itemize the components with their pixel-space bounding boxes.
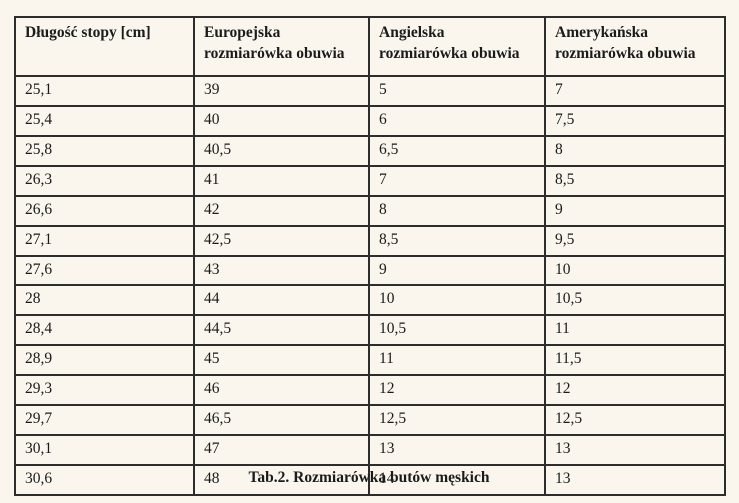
table-cell: 44 xyxy=(193,284,370,317)
table-header: Długość stopy [cm] Europejska rozmiarówka… xyxy=(14,16,726,77)
table-cell: 10,5 xyxy=(544,284,726,317)
table-cell: 42,5 xyxy=(193,224,370,257)
table-cell: 6,5 xyxy=(368,134,546,167)
table-cell: 10 xyxy=(544,254,726,287)
table-cell: 10,5 xyxy=(368,314,546,347)
table-cell: 41 xyxy=(193,164,370,197)
table-cell: 44,5 xyxy=(193,314,370,347)
table-cell: 8 xyxy=(368,194,546,227)
table-cell: 8,5 xyxy=(544,164,726,197)
table-cell: 29,3 xyxy=(14,374,195,407)
table-cell: 5 xyxy=(368,75,546,107)
table-cell: 12 xyxy=(368,374,546,407)
table-cell: 12 xyxy=(544,374,726,407)
table-cell: 13 xyxy=(544,434,726,466)
table-row: 28,4 44,5 10,5 11 xyxy=(14,314,726,347)
table-row: 26,6 42 8 9 xyxy=(14,194,726,227)
table-cell: 42 xyxy=(193,194,370,227)
table-row: 28 44 10 10,5 xyxy=(14,284,726,317)
table-cell: 43 xyxy=(193,254,370,287)
table-cell: 40,5 xyxy=(193,134,370,167)
table-cell: 25,4 xyxy=(14,104,195,137)
table-cell: 46 xyxy=(193,374,370,407)
table-caption: Tab.2. Rozmiarówka butów męskich xyxy=(248,469,490,486)
table-cell: 7 xyxy=(368,164,546,197)
table-cell: 11 xyxy=(368,344,546,377)
table-cell: 47 xyxy=(193,434,370,466)
table-cell: 29,7 xyxy=(14,404,195,437)
column-header: Angielska rozmiarówka obuwia xyxy=(368,16,546,77)
table-cell: 7 xyxy=(544,75,726,107)
table-cell: 46,5 xyxy=(193,404,370,437)
column-header: Amerykańska rozmiarówka obuwia xyxy=(544,16,726,77)
table-cell: 13 xyxy=(544,463,726,496)
table-cell: 14 xyxy=(368,463,546,496)
table-row: 25,4 40 6 7,5 xyxy=(14,104,726,137)
table-cell: 12,5 xyxy=(544,404,726,437)
header-row: Długość stopy [cm] Europejska rozmiarówka… xyxy=(14,16,726,77)
shoe-size-table: Długość stopy [cm] Europejska rozmiarówka… xyxy=(14,16,726,496)
table-row: 27,1 42,5 8,5 9,5 xyxy=(14,224,726,257)
table-cell: 26,3 xyxy=(14,164,195,197)
column-header: Długość stopy [cm] xyxy=(14,16,195,77)
table-cell: 28 xyxy=(14,284,195,317)
table-row: 29,7 46,5 12,5 12,5 xyxy=(14,404,726,437)
table-cell: 12,5 xyxy=(368,404,546,437)
table-cell: 9,5 xyxy=(544,224,726,257)
table-cell: 28,4 xyxy=(14,314,195,347)
table-cell: 25,1 xyxy=(14,75,195,107)
table-cell: 30,6 xyxy=(14,463,195,496)
column-header: Europejska rozmiarówka obuwia xyxy=(193,16,370,77)
table-cell: 8 xyxy=(544,134,726,167)
table-cell: 30,1 xyxy=(14,434,195,466)
table-cell: 11,5 xyxy=(544,344,726,377)
table-row: 26,3 41 7 8,5 xyxy=(14,164,726,197)
table-cell: 48 xyxy=(193,463,370,496)
table-row: 30,1 47 13 13 xyxy=(14,434,726,466)
table-cell: 13 xyxy=(368,434,546,466)
table-row: 28,9 45 11 11,5 xyxy=(14,344,726,377)
table-cell: 8,5 xyxy=(368,224,546,257)
table-cell: 27,1 xyxy=(14,224,195,257)
table-row: 30,6 48 14 13 xyxy=(14,463,726,496)
table-cell: 9 xyxy=(368,254,546,287)
table-cell: 25,8 xyxy=(14,134,195,167)
table-body: 25,1 39 5 7 25,4 40 6 7,5 25,8 40,5 6,5 8 26,3 41 7 8,5… xyxy=(14,75,726,496)
table-cell: 10 xyxy=(368,284,546,317)
table-cell: 9 xyxy=(544,194,726,227)
table-row: 25,1 39 5 7 xyxy=(14,75,726,107)
table-cell: 26,6 xyxy=(14,194,195,227)
table-cell: 39 xyxy=(193,75,370,107)
table-row: 25,8 40,5 6,5 8 xyxy=(14,134,726,167)
table-cell: 6 xyxy=(368,104,546,137)
table-row: 29,3 46 12 12 xyxy=(14,374,726,407)
table-cell: 27,6 xyxy=(14,254,195,287)
table-cell: 28,9 xyxy=(14,344,195,377)
table-cell: 11 xyxy=(544,314,726,347)
table-cell: 45 xyxy=(193,344,370,377)
table-cell: 40 xyxy=(193,104,370,137)
table-row: 27,6 43 9 10 xyxy=(14,254,726,287)
table-cell: 7,5 xyxy=(544,104,726,137)
